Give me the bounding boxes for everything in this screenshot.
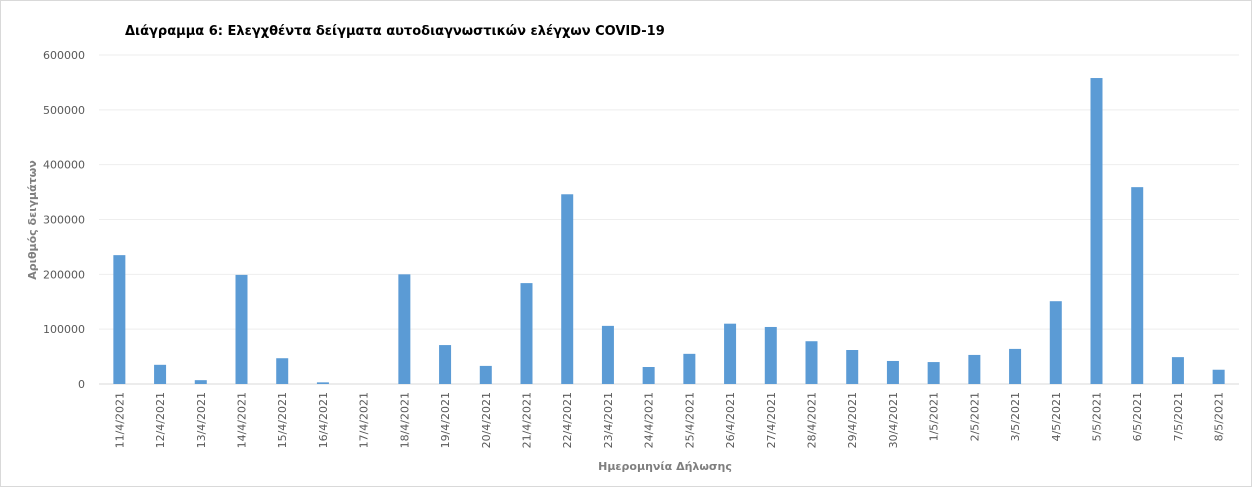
x-tick-label: 22/4/2021 xyxy=(561,392,574,448)
bar xyxy=(235,274,248,384)
bar xyxy=(764,326,777,384)
bar xyxy=(439,345,452,384)
x-tick-label: 15/4/2021 xyxy=(276,392,289,448)
x-tick-label: 12/4/2021 xyxy=(154,392,167,448)
bar xyxy=(927,362,940,384)
bar xyxy=(113,255,126,384)
x-tick-label: 30/4/2021 xyxy=(887,392,900,448)
bar xyxy=(398,274,411,384)
x-axis-title: Ημερομηνία Δήλωσης xyxy=(598,460,732,473)
x-tick-label: 14/4/2021 xyxy=(236,392,249,448)
bar xyxy=(276,358,289,384)
x-tick-label: 18/4/2021 xyxy=(398,392,411,448)
bar xyxy=(194,380,207,384)
y-axis-title: Αριθμός δειγμάτων xyxy=(26,160,39,279)
bar xyxy=(683,353,696,384)
x-tick-label: 2/5/2021 xyxy=(968,392,981,441)
y-tick-label: 500000 xyxy=(43,104,85,117)
bar xyxy=(1212,369,1225,384)
bar xyxy=(1090,78,1103,384)
y-tick-label: 0 xyxy=(78,378,85,391)
y-tick-label: 400000 xyxy=(43,159,85,172)
bar xyxy=(561,194,574,384)
x-tick-label: 17/4/2021 xyxy=(358,392,371,448)
x-tick-label: 6/5/2021 xyxy=(1131,392,1144,441)
x-tick-label: 1/5/2021 xyxy=(928,392,941,441)
x-tick-label: 3/5/2021 xyxy=(1009,392,1022,441)
x-tick-label: 25/4/2021 xyxy=(683,392,696,448)
x-tick-label: 20/4/2021 xyxy=(480,392,493,448)
x-tick-label: 5/5/2021 xyxy=(1091,392,1104,441)
bar xyxy=(1131,187,1144,384)
bar xyxy=(724,323,737,384)
x-tick-label: 28/4/2021 xyxy=(806,392,819,448)
bar xyxy=(1171,357,1184,384)
y-tick-label: 200000 xyxy=(43,268,85,281)
x-tick-label: 19/4/2021 xyxy=(439,392,452,448)
bar xyxy=(1049,301,1062,384)
x-tick-label: 24/4/2021 xyxy=(643,392,656,448)
bar xyxy=(520,283,533,384)
x-tick-label: 13/4/2021 xyxy=(195,392,208,448)
x-tick-label: 21/4/2021 xyxy=(521,392,534,448)
bar xyxy=(642,367,655,384)
x-tick-label: 11/4/2021 xyxy=(113,392,126,448)
x-tick-label: 4/5/2021 xyxy=(1050,392,1063,441)
y-tick-label: 300000 xyxy=(43,214,85,227)
bar xyxy=(1009,348,1022,384)
bar xyxy=(846,350,859,384)
bar xyxy=(154,364,167,384)
bar xyxy=(479,365,492,384)
x-tick-label: 7/5/2021 xyxy=(1172,392,1185,441)
bar xyxy=(316,382,329,384)
x-tick-label: 26/4/2021 xyxy=(724,392,737,448)
bar xyxy=(601,325,614,384)
x-tick-label: 29/4/2021 xyxy=(846,392,859,448)
y-tick-label: 100000 xyxy=(43,323,85,336)
x-tick-label: 8/5/2021 xyxy=(1213,392,1226,441)
chart-title: Διάγραμμα 6: Ελεγχθέντα δείγματα αυτοδια… xyxy=(125,24,665,39)
bar xyxy=(805,341,818,384)
x-tick-label: 27/4/2021 xyxy=(765,392,778,448)
bar xyxy=(886,360,899,384)
x-tick-label: 23/4/2021 xyxy=(602,392,615,448)
y-tick-label: 600000 xyxy=(43,49,85,62)
bar xyxy=(968,354,981,384)
x-tick-label: 16/4/2021 xyxy=(317,392,330,448)
